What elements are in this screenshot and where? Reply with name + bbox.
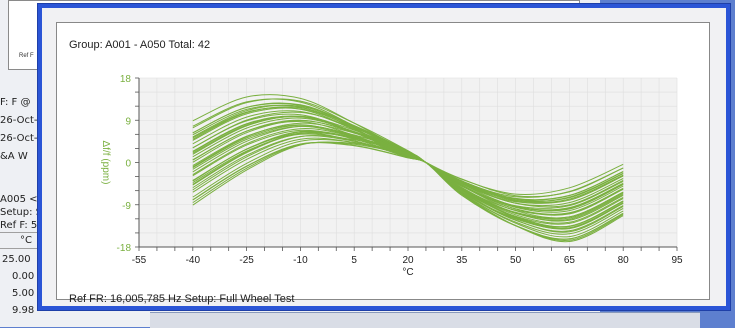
background-text: Setup: S [0,207,43,218]
chart-panel: Group: A001 - A050 Total: 42 -55 -40 -25 -1… [56,22,710,305]
x-tick-label: 35 [456,255,468,266]
y-tick-label: -9 [122,201,131,212]
background-cell: 5.00 [12,288,35,299]
x-tick-label: 95 [671,255,683,266]
x-tick-label: -25 [239,255,254,266]
x-tick-label: 80 [618,255,630,266]
y-axis-label: Δf/f (ppm) [100,141,111,185]
x-tick-label: 5 [351,255,357,266]
background-cell: 9.98 [12,305,35,316]
background-text: &A W [0,151,28,162]
background-divider [0,248,48,249]
background-text: 26-Oct- [0,133,38,144]
x-tick-label: -55 [132,255,147,266]
background-cell: 25.00 [2,254,31,265]
x-tick-label: 65 [564,255,576,266]
x-tick-label: -40 [186,255,201,266]
series-line [192,104,624,203]
background-text: F: F @ [0,97,31,108]
reference-frequency-label: Ref FR: 16,005,785 Hz Setup: Full Wheel … [69,293,295,305]
x-tick-label: 50 [510,255,522,266]
x-tick-label: 20 [402,255,414,266]
x-tick-label: -10 [293,255,308,266]
chart-popup-window[interactable]: Group: A001 - A050 Total: 42 -55 -40 -25 -1… [38,4,730,310]
y-tick-label: 0 [125,159,131,170]
background-status-strip [150,312,700,328]
y-tick-label: 18 [120,74,132,85]
background-text: 26-Oct- [0,115,38,126]
background-divider [0,232,48,233]
series-line [192,98,624,198]
background-text: A005 < [0,194,38,205]
frequency-temperature-chart: -55 -40 -25 -10 5 20 35 50 65 80 95 18 9 0 -9 -18 °C Δf/f… [100,74,683,278]
background-ref-label: Ref F [19,53,34,59]
series-line [192,94,624,195]
background-text: °C [20,235,32,246]
background-cell: 0.00 [12,271,35,282]
y-tick-label: -18 [117,243,132,254]
group-label: Group: A001 - A050 Total: 42 [69,39,211,51]
y-tick-label: 9 [125,116,131,127]
background-text: Ref F: 5 [0,220,38,231]
x-axis-label: °C [402,267,413,278]
